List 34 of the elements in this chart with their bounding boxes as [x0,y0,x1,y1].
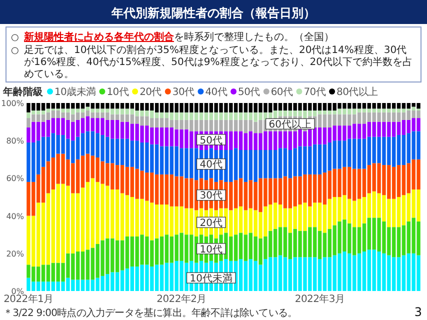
y-tick-label: 80% [6,136,24,146]
annotation: 50代 [200,135,223,146]
y-tick-label: 100% [1,99,24,108]
text: 新規陽性者に占める各年代の割合 [23,31,175,43]
annotation: 40代 [200,160,223,171]
legend-title: 年齢階級 [2,86,44,98]
text: 足元では、10代以下の割合が35%程度となっている。また、20代は14%程度、30代が16%程度、40代が15%程度、50代は9%程度となっており、20代以下で約半数を占めている。 [24,44,412,80]
text: ＊3/22 9:00時点の入力データを基に算出。年齢不詳は除いている。 [3,307,298,319]
legend-label: 10歳未満 [54,86,96,98]
legend-label: 70代 [304,87,326,98]
y-tick-label: 0% [11,287,24,296]
y-tick-label: 20% [6,249,24,258]
annotation: 60代以上 [268,118,312,130]
text: ○ [11,33,19,43]
text: 3 [414,305,422,319]
chart-title: 年代別新規陽性者の割合（報告日別） [110,6,316,20]
annotation: 10代未満 [190,272,233,284]
annotation: 30代 [200,190,223,202]
x-tick-label: 2022年2月 [156,293,206,305]
legend-label: 40代 [205,87,228,98]
text: を時系列で整理したもの。（全国） [174,31,334,43]
x-tick-label: 2022年3月 [294,293,345,305]
legend-label: 50代 [238,87,260,98]
x-tick-label: 2022年1月 [4,293,54,305]
y-tick-label: 40% [6,212,24,221]
legend-label: 20代 [140,87,162,98]
legend-label: 60代 [270,87,293,98]
legend-label: 30代 [172,87,195,98]
y-tick-label: 60% [6,174,24,184]
legend-label: 80代以上 [336,86,378,98]
annotation: 20代 [200,218,223,229]
annotation: 10代 [200,244,223,256]
legend-label: 10代 [106,87,129,98]
text: ○ [11,46,19,56]
